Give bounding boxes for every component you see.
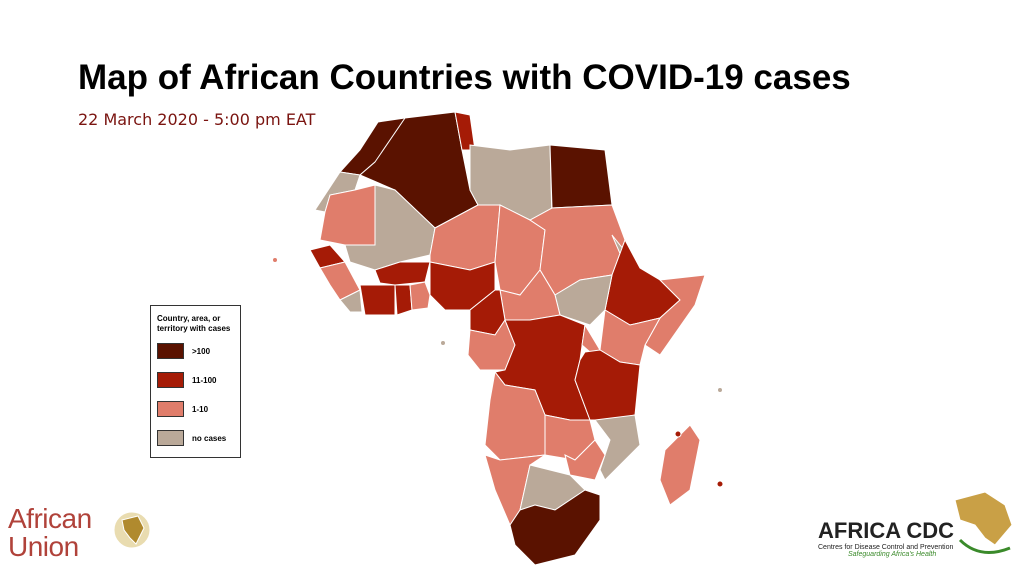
au-emblem [105, 503, 159, 557]
legend-item: no cases [157, 429, 234, 447]
logo-name: AFRICA CDC [818, 518, 955, 543]
legend-swatch [157, 430, 184, 446]
country [409, 281, 431, 311]
legend-label: 11-100 [192, 375, 217, 385]
country [549, 144, 613, 209]
legend-swatch [157, 401, 184, 417]
slide-date: 22 March 2020 - 5:00 pm EAT [78, 110, 316, 129]
country [581, 323, 601, 353]
legend-label: 1-10 [192, 404, 209, 414]
slide-title: Map of African Countries with COVID-19 c… [78, 58, 851, 97]
legend-label: no cases [192, 433, 227, 443]
island [440, 340, 446, 346]
logo-text: Union [8, 531, 79, 562]
country [359, 284, 396, 316]
legend-title: Country, area, or territory with cases [157, 314, 231, 333]
cdc-emblem [954, 491, 1013, 554]
logo-tagline: Safeguarding Africa's Health [848, 551, 937, 558]
legend-swatch [157, 372, 184, 388]
countries [272, 111, 724, 566]
logo-text: African [8, 503, 92, 534]
legend-item: 11-100 [157, 371, 234, 389]
island [716, 480, 724, 488]
legend-item: 1-10 [157, 400, 234, 418]
legend: Country, area, or territory with cases >… [150, 305, 241, 458]
legend-label: >100 [192, 346, 211, 356]
island [717, 387, 723, 393]
island [272, 257, 278, 263]
country [644, 274, 706, 356]
african-union-logo: African Union [8, 505, 92, 561]
country [339, 289, 363, 313]
legend-item: >100 [157, 342, 234, 360]
country [659, 424, 701, 506]
legend-swatch [157, 343, 184, 359]
country [394, 284, 413, 316]
country [594, 414, 641, 481]
africa-cdc-logo: AFRICA CDC Centres for Disease Control a… [818, 518, 954, 558]
island [674, 430, 682, 438]
logo-subtitle: Centres for Disease Control and Preventi… [818, 544, 954, 551]
country [509, 489, 601, 566]
